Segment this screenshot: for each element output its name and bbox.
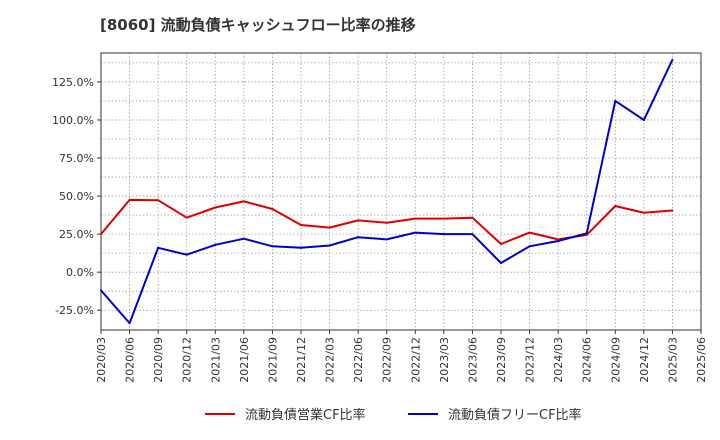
- data-point: [671, 58, 674, 61]
- x-tick-label: 2020/09: [152, 337, 165, 383]
- x-tick-label: 2025/06: [695, 337, 708, 383]
- plot-frame: [100, 52, 702, 331]
- data-point: [642, 211, 645, 214]
- data-point: [385, 221, 388, 224]
- legend-label-2: 流動負債フリーCF比率: [448, 407, 582, 423]
- x-tick-label: 2021/12: [295, 337, 308, 383]
- grid-lines: [100, 53, 702, 330]
- data-point: [557, 239, 560, 242]
- x-tick-label: 2024/12: [638, 337, 651, 383]
- data-point: [471, 216, 474, 219]
- y-tick-label: 25.0%: [59, 228, 94, 241]
- data-point: [214, 243, 217, 246]
- x-tick-label: 2022/06: [352, 337, 365, 383]
- data-point: [471, 233, 474, 236]
- x-tick-label: 2021/03: [209, 337, 222, 383]
- data-point: [242, 200, 245, 203]
- x-tick-label: 2025/03: [666, 337, 679, 383]
- data-point: [185, 216, 188, 219]
- y-axis-ticks: -25.0% 0.0% 25.0% 50.0% 75.0% 100.0% 125.0%: [52, 76, 101, 317]
- x-tick-label: 2022/09: [381, 337, 394, 383]
- data-point: [671, 209, 674, 212]
- data-point: [642, 118, 645, 121]
- data-point: [157, 199, 160, 202]
- data-point: [271, 208, 274, 211]
- data-point: [500, 262, 502, 265]
- y-tick-label: 75.0%: [59, 152, 94, 165]
- y-tick-label: 100.0%: [52, 114, 94, 127]
- x-tick-label: 2022/03: [324, 337, 337, 383]
- data-point: [128, 198, 131, 201]
- data-point: [442, 233, 445, 236]
- data-point: [500, 243, 502, 246]
- y-tick-label: 125.0%: [52, 76, 94, 89]
- x-tick-label: 2023/12: [524, 337, 537, 383]
- data-point: [585, 232, 588, 235]
- legend: 流動負債営業CF比率 流動負債フリーCF比率: [205, 407, 582, 423]
- data-point: [385, 238, 388, 241]
- data-point: [185, 253, 188, 256]
- x-axis-ticks: 2020/03 2020/06 2020/09 2020/12 2021/03 2021/…: [95, 330, 708, 383]
- x-tick-label: 2021/06: [238, 337, 251, 383]
- series-lines: [100, 58, 674, 325]
- x-tick-label: 2024/06: [581, 337, 594, 383]
- legend-label-1: 流動負債営業CF比率: [245, 407, 366, 423]
- y-tick-label: 50.0%: [59, 190, 94, 203]
- x-tick-label: 2023/06: [466, 337, 479, 383]
- data-point: [357, 219, 360, 222]
- data-point: [100, 233, 102, 236]
- data-point: [528, 245, 531, 248]
- data-point: [614, 99, 617, 102]
- x-tick-label: 2023/09: [495, 337, 508, 383]
- data-point: [300, 246, 302, 249]
- data-point: [414, 217, 417, 220]
- data-point: [300, 223, 302, 226]
- data-point: [328, 226, 331, 229]
- data-point: [614, 204, 617, 207]
- x-tick-label: 2024/03: [552, 337, 565, 383]
- x-tick-label: 2021/09: [266, 337, 279, 383]
- data-point: [128, 322, 131, 325]
- data-point: [414, 231, 417, 234]
- x-tick-label: 2022/12: [409, 337, 422, 383]
- x-tick-label: 2020/06: [124, 337, 137, 383]
- plot-border: [100, 52, 702, 331]
- x-tick-label: 2020/12: [181, 337, 194, 383]
- data-point: [100, 289, 102, 292]
- data-point: [214, 206, 217, 209]
- y-tick-label: -25.0%: [55, 304, 94, 317]
- x-tick-label: 2020/03: [95, 337, 108, 383]
- data-point: [442, 217, 445, 220]
- y-tick-label: 0.0%: [66, 266, 94, 279]
- data-point: [328, 244, 331, 247]
- data-point: [242, 237, 245, 240]
- data-point: [357, 236, 360, 239]
- data-point: [157, 246, 160, 249]
- data-point: [528, 231, 531, 234]
- x-tick-label: 2023/03: [438, 337, 451, 383]
- data-point: [271, 245, 274, 248]
- x-tick-label: 2024/09: [609, 337, 622, 383]
- chart-title: [8060] 流動負債キャッシュフロー比率の推移: [100, 16, 416, 34]
